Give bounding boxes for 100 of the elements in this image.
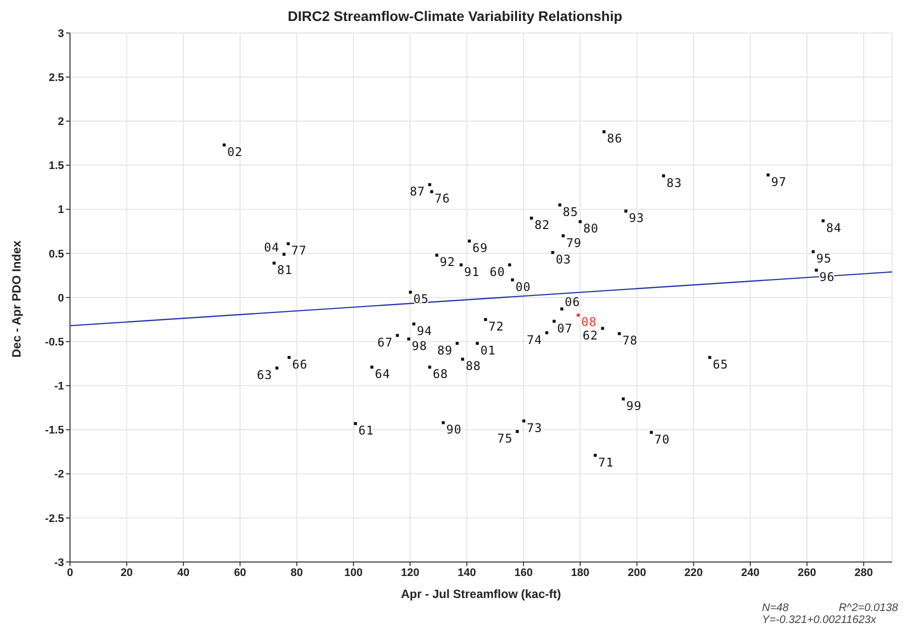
x-tick-label: 120 — [400, 566, 420, 579]
x-tick-label: 280 — [854, 566, 873, 579]
point — [578, 220, 582, 224]
point — [370, 366, 374, 369]
point — [408, 290, 412, 294]
y-tick-label: -2 — [54, 468, 64, 481]
annotation: 78 — [622, 334, 638, 348]
annotation: 02 — [227, 144, 243, 159]
point — [476, 342, 479, 345]
x-tick-label: 20 — [120, 566, 133, 579]
annotation: 01 — [480, 343, 496, 358]
point — [624, 210, 628, 213]
point — [812, 250, 815, 254]
annotation: 89 — [437, 343, 453, 358]
annotation: 07 — [557, 321, 573, 336]
x-tick-label: 0 — [66, 566, 74, 579]
y-tick-label: -0.5 — [45, 336, 64, 348]
point — [435, 254, 438, 257]
x-tick-label: 240 — [741, 566, 760, 579]
point — [560, 307, 564, 310]
annotation: 75 — [497, 432, 513, 446]
annotation: 95 — [816, 252, 832, 266]
annotation: 92 — [440, 255, 456, 270]
x-tick-label: 260 — [798, 566, 816, 579]
point — [814, 268, 818, 272]
point — [552, 320, 556, 323]
point — [461, 358, 464, 361]
y-tick-label: 1.5 — [48, 160, 64, 172]
y-tick-label: 1 — [58, 204, 64, 216]
x-tick-label: 200 — [628, 566, 646, 579]
annotation: 79 — [566, 236, 582, 250]
point — [618, 332, 621, 336]
annotation: 61 — [358, 424, 374, 438]
y-tick-label: -1 — [54, 380, 64, 393]
y-tick-label: -2.5 — [45, 512, 64, 525]
point — [468, 240, 471, 243]
x-tick-label: 100 — [344, 566, 363, 579]
annotation: 68 — [432, 367, 448, 382]
chart-title: DIRC2 Streamflow-Climate Variability Relationship — [286, 8, 624, 26]
annotation: 85 — [562, 204, 578, 219]
point — [354, 422, 357, 426]
point — [442, 421, 445, 424]
annotation: 83 — [666, 176, 682, 190]
point — [272, 262, 276, 265]
point — [602, 130, 606, 134]
annotation: 81 — [277, 263, 293, 278]
point — [601, 326, 604, 330]
point — [286, 242, 290, 246]
y-tick-label: -3 — [54, 556, 64, 569]
point — [508, 263, 512, 266]
annotation: 60 — [490, 264, 506, 279]
annotation: 88 — [466, 359, 482, 374]
point — [558, 203, 562, 206]
annotation: 72 — [488, 320, 504, 334]
x-tick-label: 180 — [571, 566, 590, 579]
annotation: 84 — [826, 220, 842, 235]
point — [407, 337, 410, 340]
annotation: 76 — [434, 192, 450, 206]
point — [396, 334, 399, 337]
point — [412, 322, 416, 326]
annotation: 73 — [526, 420, 542, 435]
y-axis-title: Dec - Apr PDO Index — [9, 240, 24, 358]
y-tick-label: 0 — [58, 292, 64, 304]
point — [275, 366, 278, 370]
point — [456, 342, 459, 345]
point — [594, 454, 597, 457]
annotation: 99 — [626, 398, 642, 413]
annotation: 06 — [564, 294, 580, 309]
point — [766, 173, 770, 176]
point — [562, 234, 565, 238]
point — [622, 397, 625, 400]
point — [551, 251, 554, 254]
annotation: 90 — [446, 422, 462, 437]
x-tick-label: 40 — [177, 566, 190, 579]
point — [222, 143, 226, 146]
annotation: 80 — [583, 222, 599, 236]
point — [530, 216, 533, 220]
y-tick-label: 2.5 — [48, 72, 64, 84]
annotation: 87 — [410, 184, 426, 199]
annotation: 64 — [374, 367, 390, 382]
point — [288, 356, 291, 359]
y-tick-label: -1.5 — [45, 424, 64, 437]
point — [522, 419, 526, 422]
y-tick-label: 2 — [58, 116, 64, 128]
point — [428, 366, 432, 369]
annotation: 74 — [526, 332, 542, 347]
annotation: 05 — [413, 292, 429, 306]
annotation: 67 — [377, 335, 393, 350]
point — [662, 174, 666, 178]
annotation: 77 — [291, 244, 307, 258]
point — [822, 219, 825, 222]
annotation: 82 — [534, 218, 550, 232]
point — [428, 183, 432, 186]
point — [516, 430, 519, 434]
text: R^2=0.0138 — [838, 602, 898, 614]
annotation: 91 — [464, 264, 480, 279]
point — [460, 263, 463, 266]
annotation: 62 — [582, 328, 598, 342]
annotation: 66 — [292, 357, 308, 372]
annotation: 86 — [607, 132, 622, 146]
